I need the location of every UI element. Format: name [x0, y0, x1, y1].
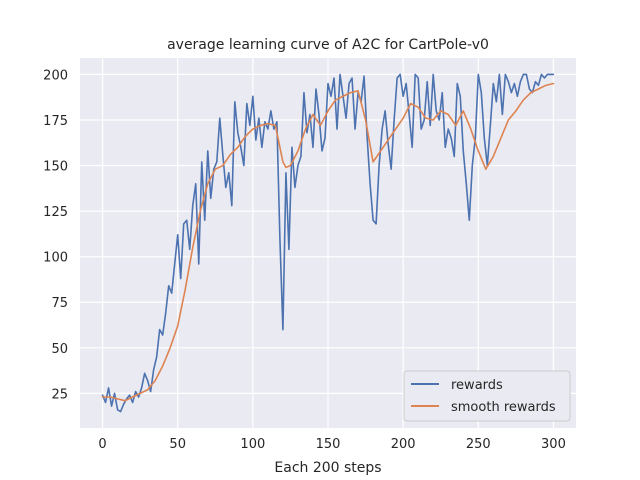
- y-tick-label: 175: [43, 114, 68, 129]
- x-tick-label: 50: [169, 437, 186, 452]
- grid: [80, 58, 576, 428]
- x-tick-label: 0: [98, 437, 106, 452]
- x-tick-label: 150: [316, 437, 341, 452]
- y-tick-label: 25: [51, 387, 68, 402]
- y-tick-label: 50: [51, 342, 68, 357]
- y-tick-labels: 25 50 75 100 125 150 175 200: [43, 68, 68, 402]
- y-tick-label: 100: [43, 251, 68, 266]
- y-tick-label: 150: [43, 160, 68, 175]
- x-tick-label: 100: [240, 437, 265, 452]
- y-tick-label: 200: [43, 68, 68, 83]
- chart-title: average learning curve of A2C for CartPo…: [167, 37, 489, 53]
- x-axis-label: Each 200 steps: [274, 460, 381, 476]
- x-tick-label: 250: [466, 437, 491, 452]
- y-tick-label: 75: [51, 296, 68, 311]
- y-tick-label: 125: [43, 205, 68, 220]
- legend-label-rewards: rewards: [451, 378, 503, 393]
- series-line-rewards: [101, 73, 555, 413]
- legend-box: [403, 370, 571, 422]
- legend: rewards smooth rewards: [403, 370, 571, 422]
- series-line-smooth-rewards: [101, 82, 555, 402]
- legend-label-smooth-rewards: smooth rewards: [451, 400, 556, 415]
- series-layer: [101, 73, 555, 413]
- x-tick-label: 300: [541, 437, 566, 452]
- x-tick-label: 200: [391, 437, 416, 452]
- x-tick-labels: 0 50 100 150 200 250 300: [98, 437, 565, 452]
